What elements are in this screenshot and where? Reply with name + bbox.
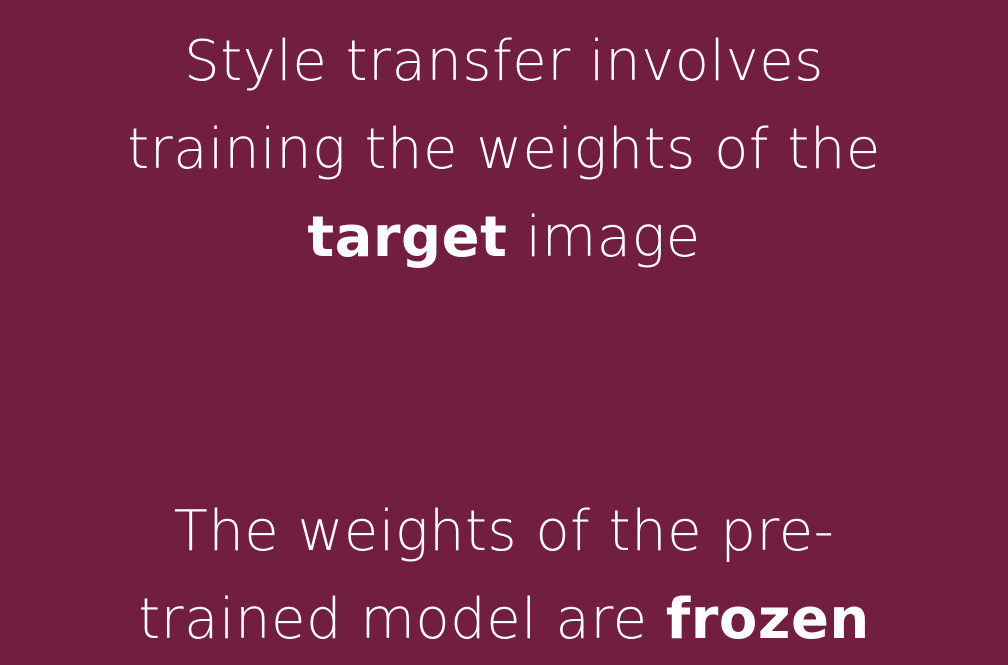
emphasis-target: target bbox=[307, 205, 508, 270]
statement-1-line-2: training the weights of the bbox=[127, 117, 881, 182]
statement-1-line-1: Style transfer involves bbox=[184, 29, 824, 94]
statement-1-line-3-rest: image bbox=[507, 205, 701, 270]
emphasis-frozen: frozen bbox=[665, 587, 870, 652]
statement-style-transfer: Style transfer involves training the wei… bbox=[0, 18, 1008, 282]
statement-frozen-weights: The weights of the pre- trained model ar… bbox=[0, 488, 1008, 664]
statement-2-line-2-start: trained model are bbox=[138, 587, 666, 652]
statement-2-line-2: trained model are frozen bbox=[0, 576, 1008, 664]
statement-1-line-3: target image bbox=[0, 194, 1008, 282]
statement-2-line-1: The weights of the pre- bbox=[173, 499, 835, 564]
